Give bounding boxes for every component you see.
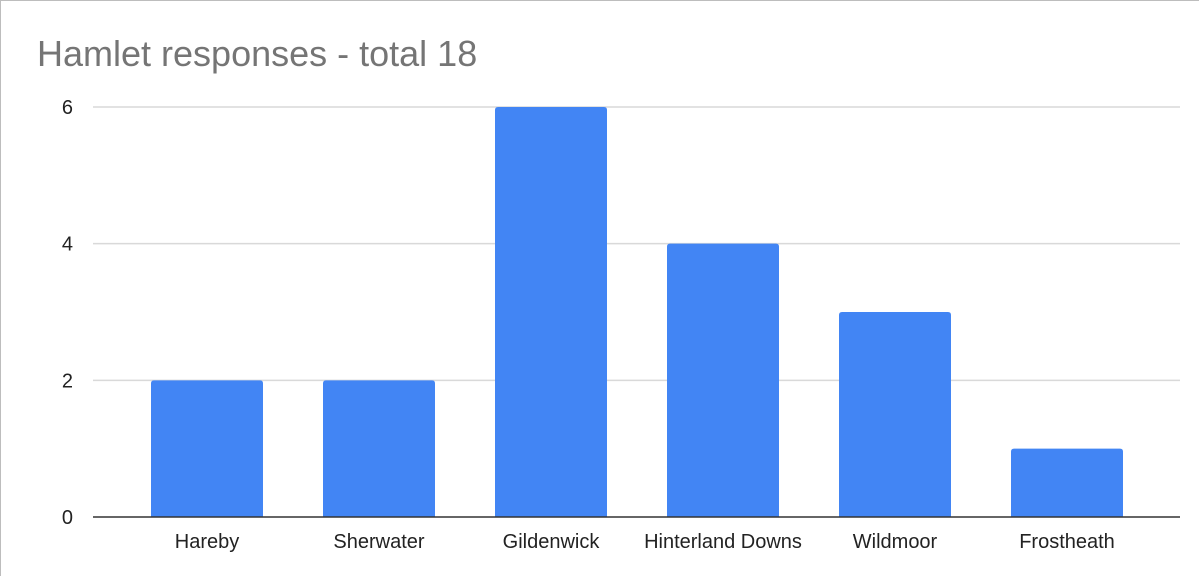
x-category-label: Sherwater [333, 531, 424, 553]
x-category-label: Gildenwick [503, 531, 601, 553]
y-tick-label: 0 [62, 507, 73, 529]
chart-title: Hamlet responses - total 18 [37, 33, 478, 74]
bar-wildmoor [839, 312, 951, 517]
bar-hinterland-downs [667, 243, 779, 517]
x-category-label: Hinterland Downs [644, 531, 802, 553]
y-tick-label: 4 [62, 234, 73, 256]
y-tick-label: 2 [62, 370, 73, 392]
y-tick-label: 6 [62, 97, 73, 119]
x-category-label: Hareby [175, 531, 239, 553]
x-category-label: Frostheath [1019, 531, 1115, 553]
bar-sherwater [323, 380, 435, 517]
bar-hareby [151, 380, 263, 517]
bar-gildenwick [495, 107, 607, 517]
x-category-label: Wildmoor [853, 531, 938, 553]
bar-frostheath [1011, 448, 1123, 517]
